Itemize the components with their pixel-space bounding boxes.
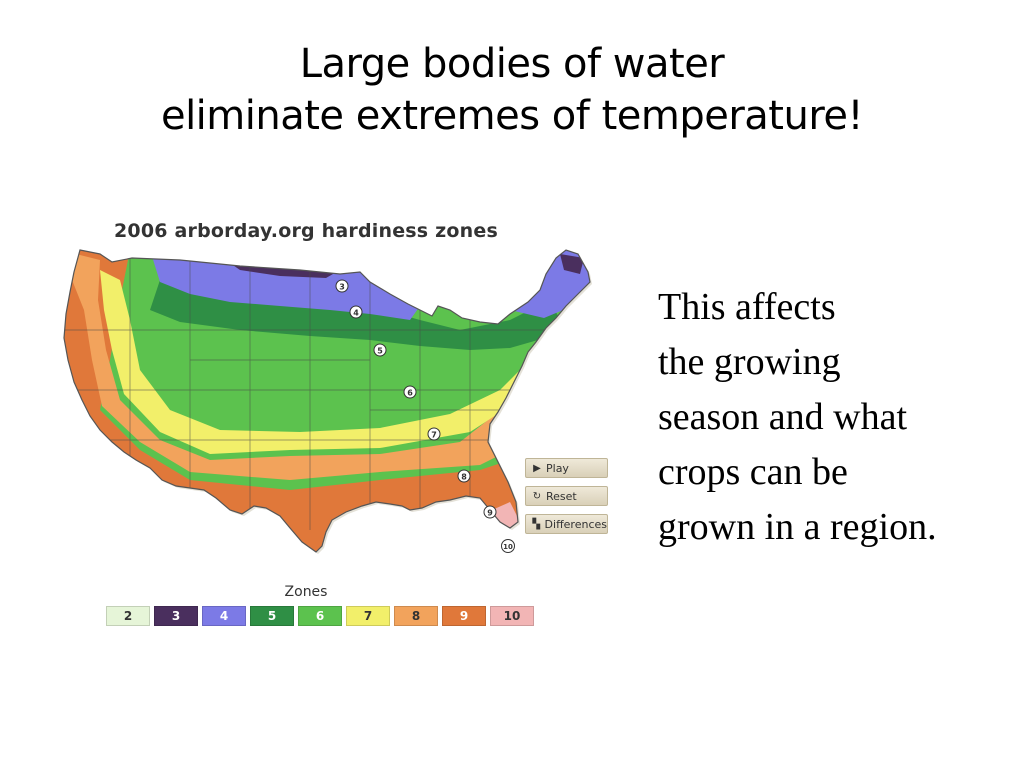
zones-legend: Zones 2 3 4 5 6 7 8 9 10 (106, 584, 546, 626)
legend-zone-3: 3 (154, 606, 198, 626)
zone-marker-8: 8 (457, 469, 471, 483)
legend-swatches: 2 3 4 5 6 7 8 9 10 (106, 606, 546, 626)
legend-title: Zones (284, 584, 328, 600)
zone-marker-6: 6 (403, 385, 417, 399)
body-line-3: season and what (658, 396, 908, 438)
legend-zone-6: 6 (298, 606, 342, 626)
map-title: 2006 arborday.org hardiness zones (114, 220, 498, 242)
body-text: This affects the growing season and what… (658, 280, 1008, 555)
svg-text:10: 10 (503, 543, 513, 551)
differences-button[interactable]: ▚ Differences (525, 514, 608, 534)
body-line-5: grown in a region. (658, 506, 937, 548)
title-line-1: Large bodies of water (299, 41, 725, 87)
legend-zone-10: 10 (490, 606, 534, 626)
zone-3-region-east (560, 254, 584, 274)
svg-text:4: 4 (353, 309, 359, 318)
svg-text:8: 8 (461, 473, 467, 482)
svg-text:5: 5 (377, 347, 383, 356)
legend-zone-7: 7 (346, 606, 390, 626)
zone-marker-3: 3 (335, 279, 349, 293)
differences-icon: ▚ (532, 518, 541, 530)
svg-text:3: 3 (339, 283, 345, 292)
body-line-4: crops can be (658, 451, 848, 493)
zone-10-region-west (64, 410, 90, 454)
zone-4-region (150, 250, 420, 320)
legend-zone-4: 4 (202, 606, 246, 626)
svg-text:9: 9 (487, 509, 493, 518)
zone-marker-9: 9 (483, 505, 497, 519)
zone-marker-7: 7 (427, 427, 441, 441)
zone-marker-4: 4 (349, 305, 363, 319)
legend-zone-8: 8 (394, 606, 438, 626)
hardiness-map-panel: 3 4 5 6 7 8 9 10 2006 arborday.org hardi… (40, 210, 620, 640)
differences-label: Differences (544, 517, 607, 531)
play-label: Play (546, 461, 569, 475)
body-line-1: This affects (658, 286, 836, 328)
body-line-2: the growing (658, 341, 841, 383)
legend-zone-5: 5 (250, 606, 294, 626)
reset-icon: ↻ (532, 490, 542, 502)
legend-zone-2: 2 (106, 606, 150, 626)
play-icon: ▶ (533, 462, 541, 474)
svg-text:7: 7 (431, 431, 437, 440)
reset-label: Reset (546, 489, 577, 503)
legend-zone-9: 9 (442, 606, 486, 626)
zone-8-region (64, 250, 520, 480)
state-borders (64, 250, 580, 530)
title-line-2: eliminate extremes of temperature! (160, 93, 864, 139)
map-controls: ▶ Play ↻ Reset ▚ Differences (525, 458, 608, 542)
play-button[interactable]: ▶ Play (525, 458, 608, 478)
us-hardiness-map: 3 4 5 6 7 8 9 10 (63, 249, 592, 554)
svg-text:6: 6 (407, 389, 413, 398)
zone-marker-5: 5 (373, 343, 387, 357)
reset-button[interactable]: ↻ Reset (525, 486, 608, 506)
slide-title: Large bodies of water eliminate extremes… (0, 38, 1024, 142)
zone-marker-10: 10 (501, 539, 515, 553)
